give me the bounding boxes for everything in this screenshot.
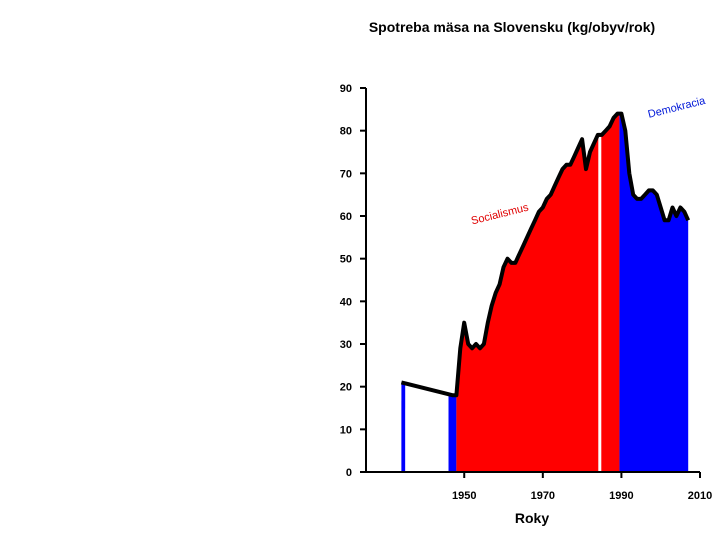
x-tick-label-1990: 1990 xyxy=(609,490,633,502)
y-tick-label-60: 60 xyxy=(340,211,352,223)
area-region-3 xyxy=(456,113,620,472)
y-tick-label-80: 80 xyxy=(340,126,352,138)
y-tick-label-50: 50 xyxy=(340,254,352,266)
series-line xyxy=(400,111,691,398)
x-tick-label-1950: 1950 xyxy=(452,490,476,502)
annotation-0: Socialismus xyxy=(470,201,530,227)
area-region-2 xyxy=(448,394,457,472)
y-tick-label-70: 70 xyxy=(340,168,352,180)
y-tick-label-10: 10 xyxy=(340,424,352,436)
area-region-4 xyxy=(619,113,689,472)
annotation-1: Demokracia xyxy=(647,95,708,121)
y-ticks: 0 10 20 30 40 50 60 70 80 90 xyxy=(340,83,366,479)
x-axis-label: Roky xyxy=(515,510,549,526)
y-tick-label-40: 40 xyxy=(340,296,352,308)
area-region-0 xyxy=(401,382,406,472)
y-tick-label-90: 90 xyxy=(340,83,352,95)
y-tick-label-20: 20 xyxy=(340,382,352,394)
x-tick-label-2010: 2010 xyxy=(688,490,712,502)
x-ticks: 1950 1970 1990 2010 xyxy=(452,472,712,502)
chart-axes xyxy=(365,88,700,473)
y-tick-label-30: 30 xyxy=(340,339,352,351)
area-region-1 xyxy=(405,383,449,472)
chart-title: Spotreba mäsa na Slovensku (kg/obyv/rok) xyxy=(369,19,655,35)
y-tick-label-0: 0 xyxy=(346,467,352,479)
x-tick-label-1970: 1970 xyxy=(531,490,555,502)
chart-areas xyxy=(400,111,691,472)
